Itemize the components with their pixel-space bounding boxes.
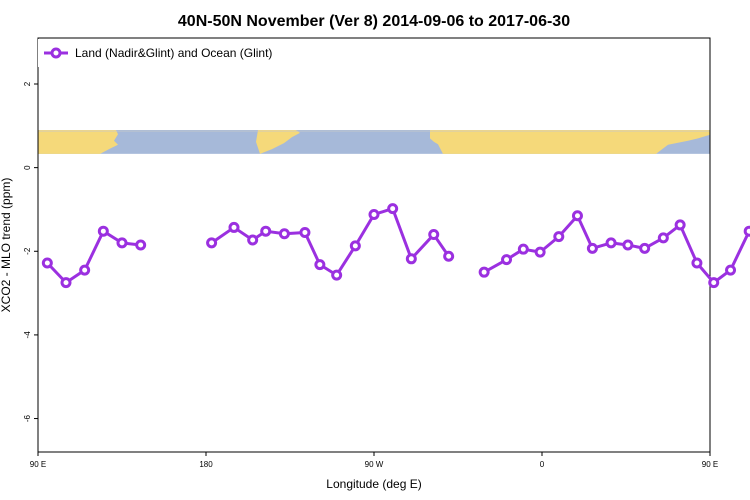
data-point	[368, 208, 380, 220]
data-point	[657, 232, 669, 244]
data-point	[135, 239, 147, 251]
legend-label: Land (Nadir&Glint) and Ocean (Glint)	[75, 46, 272, 60]
data-point	[79, 264, 91, 276]
x-tick-label: 90 W	[365, 460, 384, 469]
map-strip-land-0	[38, 130, 118, 154]
y-tick-label: -2	[23, 247, 32, 255]
legend-box	[38, 39, 298, 67]
data-point	[314, 259, 326, 271]
data-point	[41, 257, 53, 269]
data-point	[708, 277, 720, 289]
data-point	[60, 277, 72, 289]
data-point	[260, 225, 272, 237]
series-line	[210, 207, 450, 277]
data-point	[586, 242, 598, 254]
data-point	[299, 226, 311, 238]
map-strip-land-1	[256, 130, 300, 154]
data-point	[639, 242, 651, 254]
y-tick-label: 0	[23, 165, 32, 170]
data-point	[428, 229, 440, 241]
y-axis-label: XCO2 - MLO trend (ppm)	[0, 178, 13, 313]
data-point	[405, 253, 417, 265]
x-tick-label: 90 E	[30, 460, 46, 469]
plot-area: 90 E 180 90 W 0 90 E 2 0 -2 -4 -6	[23, 37, 750, 469]
data-point	[674, 219, 686, 231]
data-point	[571, 210, 583, 222]
data-point	[501, 254, 513, 266]
data-point	[97, 225, 109, 237]
data-point	[622, 239, 634, 251]
map-strip-edge	[38, 130, 710, 132]
data-point	[517, 243, 529, 255]
legend: Land (Nadir&Glint) and Ocean (Glint)	[38, 39, 298, 67]
data-point	[331, 269, 343, 281]
x-tick-label: 180	[199, 460, 213, 469]
data-point	[206, 237, 218, 249]
data-point	[534, 246, 546, 258]
data-point	[349, 240, 361, 252]
data-point	[278, 228, 290, 240]
x-axis-label: Longitude (deg E)	[326, 477, 421, 491]
data-point	[691, 257, 703, 269]
legend-marker	[50, 47, 62, 59]
y-tick-label: 2	[23, 81, 32, 86]
x-tick-label: 0	[540, 460, 545, 469]
data-point	[443, 250, 455, 262]
x-tick-label: 90 E	[702, 460, 718, 469]
data-point	[228, 221, 240, 233]
y-tick-label: -4	[23, 331, 32, 339]
chart-title: 40N-50N November (Ver 8) 2014-09-06 to 2…	[178, 13, 570, 30]
data-point	[743, 225, 750, 237]
map-strip-land-2	[430, 130, 710, 154]
data-point	[116, 237, 128, 249]
series-line	[46, 229, 141, 285]
data-point	[247, 234, 259, 246]
y-tick-label: -6	[23, 414, 32, 422]
data-point	[725, 264, 737, 276]
data-point	[605, 237, 617, 249]
data-point	[553, 231, 565, 243]
data-point	[478, 266, 490, 278]
data-point	[387, 203, 399, 215]
